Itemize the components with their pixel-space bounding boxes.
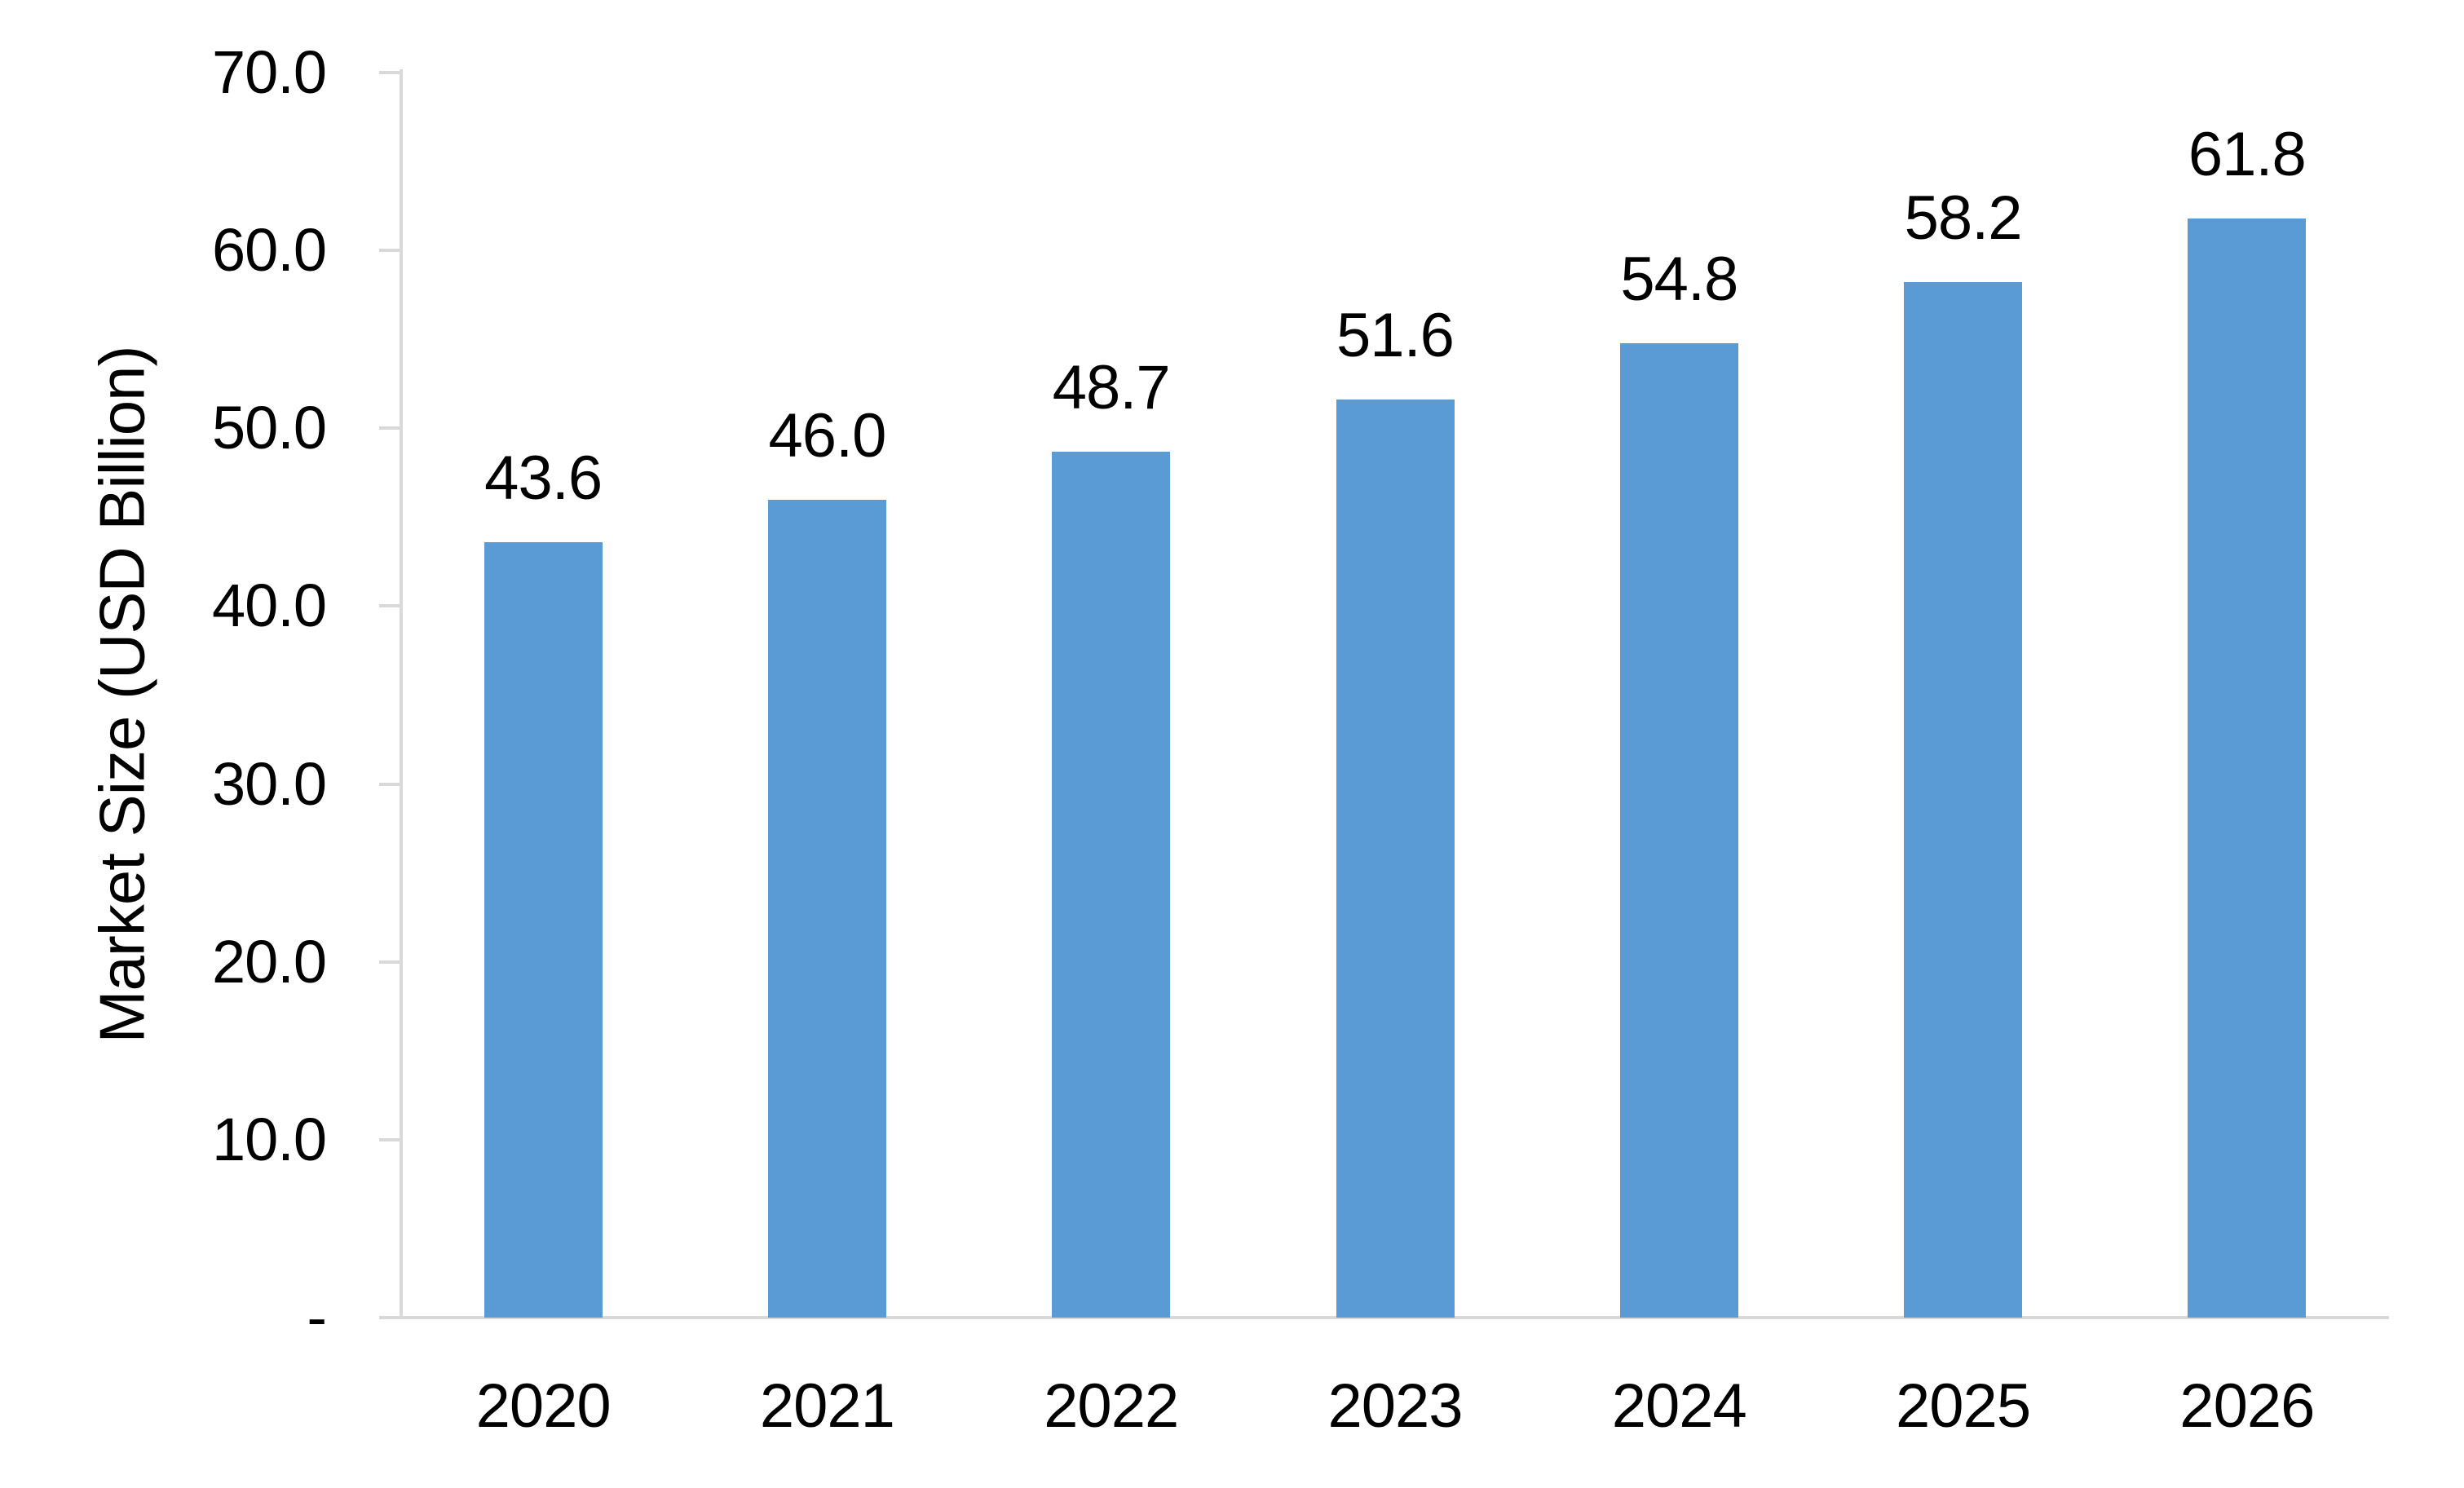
- bar-2025: [1904, 282, 2023, 1318]
- y-tick-label: 20.0: [211, 927, 327, 996]
- x-axis-label: 2024: [1611, 1371, 1747, 1441]
- y-tick-mark: [379, 249, 401, 253]
- y-tick-label: -: [307, 1283, 327, 1351]
- bar-value-label: 48.7: [1052, 352, 1171, 422]
- y-tick-label: 10.0: [211, 1105, 327, 1173]
- bar-value-label: 54.8: [1620, 244, 1738, 314]
- y-tick-label: 40.0: [211, 572, 327, 640]
- y-tick-mark: [379, 960, 401, 964]
- bar-2026: [2188, 218, 2307, 1318]
- bar-2020: [484, 541, 603, 1318]
- y-tick-mark: [379, 782, 401, 786]
- y-tick-label: 50.0: [211, 394, 327, 462]
- bar-2023: [1336, 400, 1455, 1318]
- bar-value-label: 61.8: [2188, 119, 2307, 189]
- bar-value-label: 43.6: [484, 443, 603, 513]
- x-axis-label: 2020: [475, 1371, 612, 1441]
- x-axis-label: 2023: [1327, 1371, 1463, 1441]
- x-axis-line: [379, 1316, 2389, 1319]
- x-axis-label: 2025: [1896, 1371, 2031, 1441]
- y-tick-label: 30.0: [211, 749, 327, 818]
- x-axis-label: 2021: [759, 1371, 895, 1441]
- x-axis-label: 2022: [1044, 1371, 1179, 1441]
- y-tick-mark: [379, 1137, 401, 1141]
- y-tick-label: 70.0: [211, 38, 327, 106]
- bar-2021: [767, 499, 886, 1318]
- bar-value-label: 58.2: [1904, 183, 2023, 254]
- y-tick-mark: [379, 604, 401, 608]
- bar-value-label: 51.6: [1336, 301, 1455, 371]
- y-tick-mark: [379, 71, 401, 74]
- x-axis-label: 2026: [2179, 1371, 2315, 1441]
- y-tick-label: 60.0: [211, 216, 327, 285]
- bar-value-label: 46.0: [768, 400, 886, 470]
- bar-2022: [1052, 451, 1171, 1318]
- bar-2024: [1619, 342, 1738, 1318]
- y-axis-line: [400, 69, 403, 1319]
- y-tick-mark: [379, 426, 401, 431]
